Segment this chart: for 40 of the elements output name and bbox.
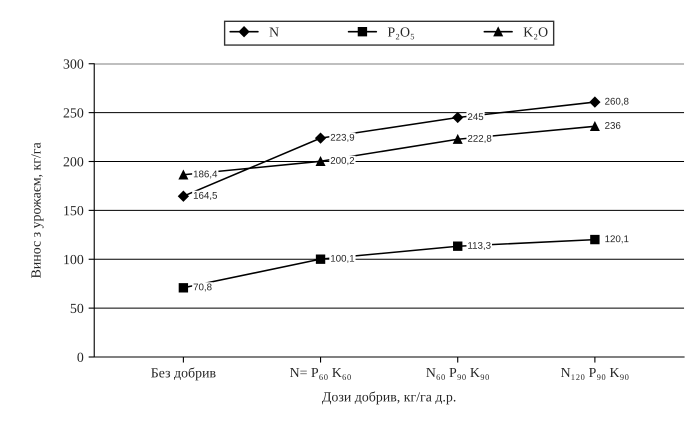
point (590, 122, 600, 131)
legend-label: P₂O₅ (388, 27, 414, 40)
point (315, 132, 326, 144)
data-label: 260,8 (605, 98, 629, 106)
x-tick-label: Без добрив (151, 367, 216, 380)
point (316, 156, 326, 166)
point (453, 134, 462, 144)
y-tick-label: 50 (70, 304, 84, 314)
y-tick-label: 150 (64, 206, 84, 216)
y-tick-label: 100 (64, 254, 84, 264)
data-label: 200,2 (330, 157, 354, 166)
point (178, 283, 188, 292)
legend-label: K₂O (524, 27, 548, 40)
legend-label: N (269, 27, 279, 37)
data-label: 236 (605, 122, 620, 129)
data-label: 164,5 (194, 192, 218, 200)
y-tick-label: 200 (64, 157, 84, 166)
x-tick-label: N= P₆₀ K₆₀ (290, 368, 351, 380)
point (178, 170, 188, 180)
point (178, 190, 189, 202)
data-label: 120,1 (605, 235, 628, 244)
data-label: 186,4 (194, 170, 218, 179)
x-tick-label: N₁₂₀ P₉₀ K₉₀ (560, 368, 629, 380)
data-label: 100,1 (331, 254, 354, 263)
data-label: 245 (468, 113, 484, 120)
data-label: 70,8 (194, 284, 212, 292)
point (452, 112, 464, 123)
y-axis-title: Винос з урожаєм, кг/га (31, 142, 44, 278)
point (316, 254, 326, 264)
y-tick-label: 250 (64, 108, 84, 118)
point (589, 96, 600, 108)
point (590, 234, 600, 244)
y-tick-label: 0 (77, 352, 84, 362)
point (453, 242, 462, 251)
data-label: 222,8 (468, 134, 492, 143)
y-tick-label: 300 (64, 59, 84, 69)
data-label: 223,9 (330, 134, 354, 142)
x-axis-title: Дози добрив, кг/га д.р. (322, 391, 456, 404)
x-tick-label: N₆₀ P₉₀ K₉₀ (426, 368, 489, 380)
data-label: 113,3 (468, 242, 491, 250)
